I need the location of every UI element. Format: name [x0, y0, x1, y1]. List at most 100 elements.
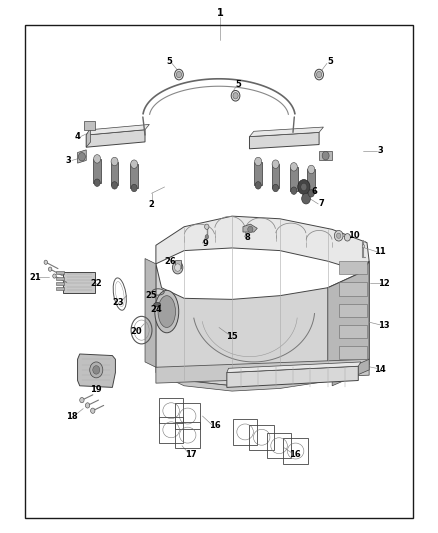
Circle shape [362, 245, 365, 248]
Text: 16: 16 [209, 421, 220, 430]
Polygon shape [156, 359, 369, 383]
Bar [307, 169, 315, 193]
Bar [254, 161, 262, 185]
Polygon shape [227, 366, 358, 387]
Circle shape [301, 183, 307, 191]
Bar [339, 261, 367, 274]
Text: 12: 12 [378, 279, 390, 288]
Polygon shape [243, 224, 257, 232]
Circle shape [308, 165, 315, 174]
Bar [272, 164, 279, 188]
Polygon shape [84, 120, 95, 130]
Text: 10: 10 [348, 231, 360, 240]
Circle shape [272, 184, 279, 192]
Circle shape [91, 408, 95, 414]
Polygon shape [86, 130, 145, 147]
Circle shape [173, 261, 183, 274]
Text: 19: 19 [91, 385, 102, 394]
Polygon shape [63, 272, 95, 293]
Polygon shape [332, 359, 369, 386]
Circle shape [302, 193, 311, 204]
Text: 5: 5 [327, 57, 333, 66]
Circle shape [85, 403, 90, 408]
Circle shape [317, 71, 322, 78]
Circle shape [344, 233, 350, 241]
Circle shape [272, 160, 279, 168]
Bar [56, 282, 64, 285]
Text: 8: 8 [244, 233, 250, 242]
Text: 24: 24 [150, 305, 162, 314]
Text: 6: 6 [312, 187, 318, 196]
Polygon shape [78, 150, 86, 163]
Text: 9: 9 [202, 239, 208, 248]
Circle shape [175, 264, 181, 271]
Polygon shape [156, 261, 369, 386]
Polygon shape [86, 127, 91, 147]
Polygon shape [78, 354, 116, 387]
Polygon shape [156, 359, 369, 391]
Text: 22: 22 [90, 279, 102, 288]
Polygon shape [250, 127, 323, 136]
Circle shape [80, 398, 84, 403]
Circle shape [131, 184, 137, 192]
Circle shape [315, 69, 323, 80]
Bar [93, 159, 101, 183]
Polygon shape [86, 124, 149, 135]
Circle shape [94, 155, 101, 163]
Circle shape [334, 230, 343, 241]
Circle shape [93, 366, 100, 374]
Ellipse shape [158, 296, 176, 327]
Text: 5: 5 [236, 80, 241, 89]
Text: 1: 1 [216, 8, 223, 18]
Circle shape [254, 157, 261, 166]
Circle shape [322, 151, 329, 160]
Circle shape [177, 71, 182, 78]
Circle shape [291, 187, 297, 195]
Circle shape [205, 235, 208, 239]
Text: 3: 3 [377, 147, 383, 156]
Text: 3: 3 [66, 156, 72, 165]
Text: 2: 2 [148, 200, 155, 209]
Circle shape [336, 233, 341, 238]
Circle shape [298, 180, 310, 195]
Circle shape [48, 267, 52, 271]
Ellipse shape [154, 303, 161, 307]
Text: 17: 17 [185, 450, 197, 459]
Bar [130, 164, 138, 188]
Bar [175, 260, 181, 268]
Text: 5: 5 [166, 57, 172, 66]
Polygon shape [250, 132, 319, 149]
Circle shape [233, 93, 238, 99]
Text: 11: 11 [374, 247, 386, 256]
Text: 16: 16 [289, 450, 301, 459]
Circle shape [290, 163, 297, 171]
Circle shape [308, 190, 314, 197]
Polygon shape [319, 151, 332, 160]
Circle shape [231, 91, 240, 101]
Circle shape [53, 274, 56, 278]
Circle shape [78, 152, 85, 161]
Polygon shape [145, 259, 156, 367]
Bar [25, 25, 413, 519]
Text: 25: 25 [146, 291, 157, 300]
Text: 4: 4 [74, 132, 81, 141]
Text: 23: 23 [112, 298, 124, 307]
Bar [339, 325, 367, 338]
Polygon shape [328, 261, 369, 375]
Bar [339, 346, 367, 359]
Bar [339, 282, 367, 296]
Circle shape [90, 362, 103, 378]
Text: 13: 13 [378, 321, 389, 330]
Circle shape [44, 260, 47, 264]
Circle shape [248, 226, 253, 232]
Bar [56, 277, 64, 280]
Ellipse shape [155, 290, 179, 333]
Polygon shape [227, 362, 361, 373]
Circle shape [205, 224, 209, 229]
Circle shape [255, 182, 261, 189]
Bar [56, 271, 64, 274]
Text: 20: 20 [131, 327, 142, 336]
Bar [56, 287, 64, 290]
Text: 14: 14 [374, 366, 386, 374]
Circle shape [131, 160, 138, 168]
